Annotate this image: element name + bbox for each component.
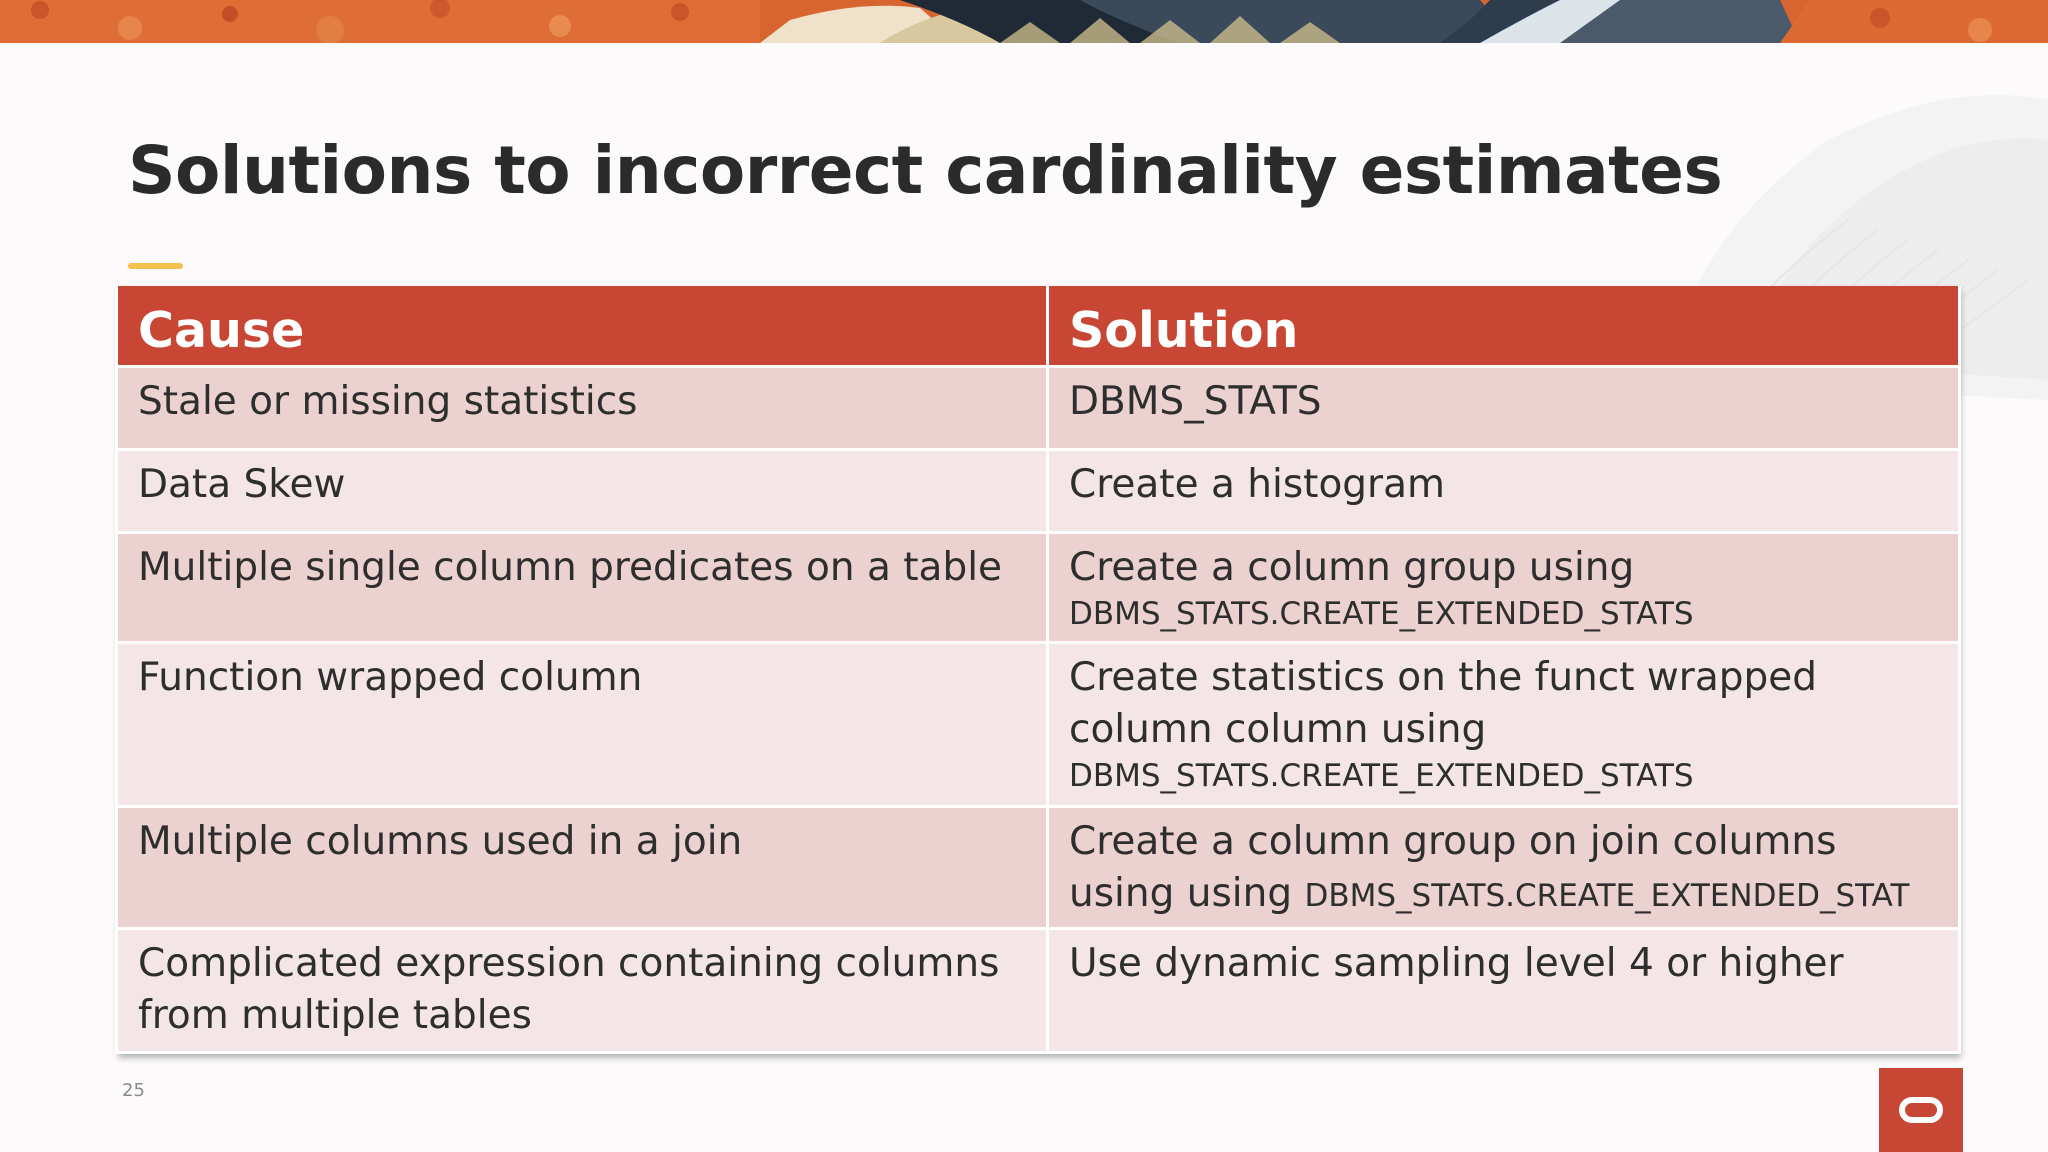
- cause-cell: Multiple columns used in a join: [115, 804, 1049, 930]
- cause-cell: Multiple single column predicates on a t…: [115, 530, 1049, 644]
- solution-cell: Create a column group on join columns us…: [1046, 804, 1961, 930]
- page-number: 25: [122, 1080, 145, 1101]
- decorative-banner: [0, 0, 2048, 43]
- solution-text: DBMS_STATS: [1069, 378, 1322, 424]
- solution-cell: Use dynamic sampling level 4 or higher: [1046, 926, 1961, 1054]
- oracle-logo-icon: [1879, 1068, 1963, 1152]
- solution-code: DBMS_STATS.CREATE_EXTENDED_STATS: [1069, 757, 1694, 794]
- table-row: Multiple columns used in a join Create a…: [115, 804, 1961, 930]
- table-row: Data Skew Create a histogram: [115, 447, 1961, 534]
- solution-text: Use dynamic sampling level 4 or higher: [1069, 940, 1844, 986]
- cause-cell: Complicated expression containing column…: [115, 926, 1049, 1054]
- solution-text: Create a column group using: [1069, 544, 1635, 590]
- solution-text: Create a histogram: [1069, 461, 1445, 507]
- header-solution: Solution: [1046, 286, 1961, 368]
- title-accent-bar: [128, 263, 183, 269]
- solutions-table: Cause Solution Stale or missing statisti…: [115, 286, 1961, 1054]
- header-cause: Cause: [115, 286, 1049, 368]
- solution-text: Create a column group on join columns us…: [1069, 818, 1837, 916]
- cause-cell: Stale or missing statistics: [115, 364, 1049, 451]
- cause-cell: Data Skew: [115, 447, 1049, 534]
- solution-cell: Create statistics on the funct wrapped c…: [1046, 640, 1961, 808]
- solution-cell: Create a column group using DBMS_STATS.C…: [1046, 530, 1961, 644]
- logo-ring: [1899, 1097, 1943, 1123]
- table-row: Stale or missing statistics DBMS_STATS: [115, 364, 1961, 451]
- solution-code: DBMS_STATS.CREATE_EXTENDED_STAT: [1304, 877, 1910, 914]
- solution-cell: DBMS_STATS: [1046, 364, 1961, 451]
- table-row: Function wrapped column Create statistic…: [115, 640, 1961, 808]
- table-row: Complicated expression containing column…: [115, 926, 1961, 1054]
- solution-cell: Create a histogram: [1046, 447, 1961, 534]
- solution-code: DBMS_STATS.CREATE_EXTENDED_STATS: [1069, 595, 1694, 632]
- table-header-row: Cause Solution: [115, 286, 1961, 368]
- cause-cell: Function wrapped column: [115, 640, 1049, 808]
- slide-title: Solutions to incorrect cardinality estim…: [128, 132, 1723, 209]
- table-row: Multiple single column predicates on a t…: [115, 530, 1961, 644]
- solution-text: Create statistics on the funct wrapped c…: [1069, 654, 1817, 752]
